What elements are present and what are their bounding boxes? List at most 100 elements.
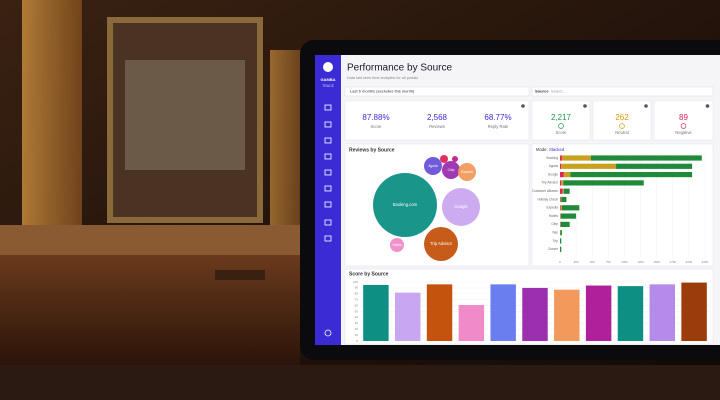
sentiment-icon	[619, 123, 625, 129]
x-tick-label: 250	[574, 260, 579, 264]
bar	[522, 287, 548, 341]
kpi-card	[344, 100, 530, 141]
nav-icon[interactable]	[324, 329, 332, 337]
kpi-label: Reviews	[429, 124, 445, 129]
kpi-label: Score	[371, 124, 383, 129]
info-icon	[644, 104, 648, 108]
bar-segment	[560, 213, 561, 219]
nav-icon[interactable]	[324, 219, 332, 226]
bubble	[452, 156, 458, 162]
bubble	[442, 161, 460, 179]
source-select[interactable]	[531, 86, 714, 97]
stool	[215, 270, 265, 280]
y-tick-label: Holiday Check	[537, 197, 558, 201]
brand-sub: TRACE	[322, 84, 335, 88]
bar-segment	[560, 196, 561, 203]
bar-segment	[570, 172, 693, 178]
y-tick-label: 30	[355, 321, 359, 325]
sentiment-label: Score	[556, 130, 568, 135]
bar-segment	[560, 196, 562, 203]
y-tick-label: 60	[355, 303, 359, 307]
bar-segment	[616, 163, 693, 169]
bar	[681, 282, 707, 341]
y-tick-label: Yelp	[552, 231, 558, 235]
sentiment-card	[531, 100, 591, 141]
bar-segment	[561, 155, 591, 161]
sentiment-card	[592, 100, 652, 141]
bar-segment	[563, 172, 571, 178]
y-tick-label: Hotels	[549, 214, 558, 218]
bubble-label: Trip Advisor	[430, 241, 453, 246]
sentiment-value: 262	[615, 113, 629, 122]
sentiment-card	[653, 100, 714, 141]
nav-icon[interactable]	[324, 185, 332, 192]
info-icon	[705, 104, 710, 108]
sidebar	[315, 55, 341, 345]
nav-icon[interactable]	[324, 153, 332, 160]
sentiment-icon	[680, 123, 687, 129]
x-tick-label: 2000	[686, 260, 693, 264]
bar-segment	[563, 180, 644, 186]
dynamic-content: 87.88% Score 2,568 Reviews 68.77% Reply Rate 2…	[353, 104, 710, 343]
period-value: Last 6 months (excludes this month)	[350, 89, 415, 94]
bar-segment	[561, 180, 564, 186]
shelf	[22, 0, 82, 225]
mode-value[interactable]: Stacked	[549, 147, 565, 152]
nav-icon[interactable]	[324, 201, 332, 208]
nav-icon[interactable]	[324, 169, 332, 176]
logo[interactable]	[323, 62, 333, 72]
sentiment-value: 89	[679, 113, 688, 122]
bar-segment	[560, 221, 570, 227]
source-placeholder: Select...	[551, 89, 565, 94]
kpi-value: 68.77%	[484, 113, 511, 122]
kpi-value: 87.88%	[362, 113, 389, 122]
bar	[426, 284, 453, 341]
y-tick-label: Trip	[553, 239, 559, 243]
info-icon	[583, 104, 587, 108]
period-select[interactable]	[344, 86, 530, 97]
bubble	[390, 238, 404, 252]
bar-segment	[560, 180, 562, 186]
y-tick-label: Customer Alliance	[532, 189, 558, 193]
x-tick-label: 0	[559, 260, 561, 264]
y-tick-label: 10	[355, 333, 359, 337]
bar-segment	[562, 188, 564, 194]
bar	[585, 285, 612, 341]
bar-segment	[560, 213, 577, 219]
page-title: Performance by Source	[347, 63, 452, 74]
bubble-label: Google	[454, 204, 468, 209]
bar-segment	[560, 155, 562, 161]
bar-segment	[561, 196, 567, 203]
sentiment-value: 2,217	[551, 113, 572, 122]
kpi-value: 2,568	[427, 113, 448, 122]
bar-segment	[560, 238, 562, 244]
bubble	[424, 157, 442, 175]
nav-icon[interactable]	[324, 121, 332, 128]
x-tick-label: 1000	[621, 260, 628, 264]
nav-icon[interactable]	[324, 235, 332, 242]
brand: GAMBA	[320, 77, 335, 82]
y-tick-label: 100	[353, 280, 358, 284]
y-tick-label: 40	[355, 315, 359, 319]
bar-segment	[560, 188, 563, 194]
y-tick-label: 50	[355, 309, 359, 313]
bubble	[440, 155, 448, 163]
bubble	[442, 188, 480, 226]
nav-icon[interactable]	[324, 104, 332, 111]
nav-icon[interactable]	[324, 137, 332, 144]
page-subtitle: Data last seen time analytics for all po…	[347, 76, 418, 80]
bubble-label: Expedia	[461, 170, 473, 174]
bar-segment	[561, 163, 617, 169]
shelf	[270, 50, 305, 230]
mirror-glass	[125, 60, 245, 170]
bubble-label: Ctrip	[448, 168, 455, 172]
bar-segment	[560, 246, 562, 252]
bar-segment	[560, 230, 562, 236]
bar-segment	[561, 205, 580, 211]
y-tick-label: 80	[355, 292, 359, 296]
x-tick-label: 2250	[702, 260, 709, 264]
panel-title: Reviews by Source	[349, 147, 395, 153]
bubble-label: Agoda	[428, 164, 437, 168]
y-tick-label: 0	[356, 339, 358, 343]
